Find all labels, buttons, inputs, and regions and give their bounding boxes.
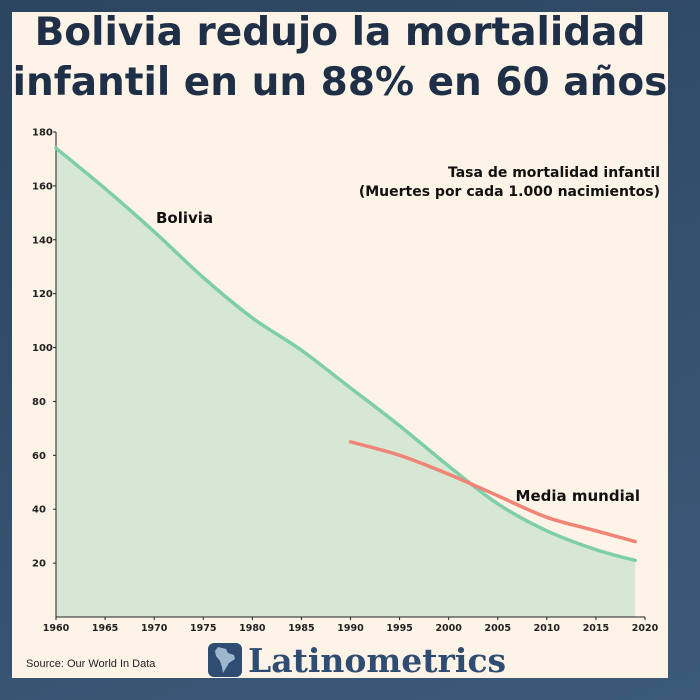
x-tick-label: 1985 bbox=[288, 623, 314, 634]
x-tick-label: 2010 bbox=[534, 623, 561, 634]
y-tick-label: 100 bbox=[32, 343, 53, 354]
y-tick-label: 160 bbox=[32, 181, 53, 192]
x-tick-label: 1975 bbox=[190, 623, 216, 634]
latin-america-map-icon bbox=[208, 643, 242, 677]
world-average-line bbox=[348, 440, 637, 544]
y-tick-label: 120 bbox=[32, 289, 53, 300]
y-tick-label: 20 bbox=[32, 559, 46, 570]
world-average-series-label: Media mundial bbox=[516, 487, 640, 505]
x-tick-label: 1965 bbox=[92, 623, 118, 634]
y-tick-label: 180 bbox=[32, 128, 53, 139]
chart-subtitle-line-2: (Muertes por cada 1.000 nacimientos) bbox=[359, 184, 660, 200]
y-tick-label: 60 bbox=[32, 451, 46, 462]
bolivia-series-label: Bolivia bbox=[156, 209, 213, 227]
x-tick-label: 1995 bbox=[386, 623, 412, 634]
title-line-1: Bolivia redujo la mortalidad bbox=[34, 10, 646, 55]
x-tick-label: 1970 bbox=[141, 623, 168, 634]
brand-name: Latinometrics bbox=[248, 640, 507, 680]
x-tick-label: 1980 bbox=[239, 623, 266, 634]
y-tick-label: 80 bbox=[32, 397, 46, 408]
brand-block: Latinometrics bbox=[208, 640, 506, 680]
x-tick-label: 2020 bbox=[632, 623, 659, 634]
x-tick-label: 2000 bbox=[435, 623, 462, 634]
bolivia-line bbox=[54, 146, 637, 563]
chart-subtitle-line-1: Tasa de mortalidad infantil bbox=[448, 165, 660, 181]
x-tick-label: 1990 bbox=[337, 623, 364, 634]
source-note: Source: Our World In Data bbox=[26, 658, 156, 670]
x-tick-label: 1960 bbox=[43, 623, 70, 634]
y-tick-label: 140 bbox=[32, 235, 53, 246]
chart-title: Bolivia redujo la mortalidad infantil en… bbox=[0, 8, 680, 108]
x-tick-label: 2015 bbox=[583, 623, 609, 634]
x-tick-label: 2005 bbox=[485, 623, 511, 634]
y-tick-label: 40 bbox=[32, 505, 46, 516]
title-line-2: infantil en un 88% en 60 años bbox=[12, 60, 668, 105]
